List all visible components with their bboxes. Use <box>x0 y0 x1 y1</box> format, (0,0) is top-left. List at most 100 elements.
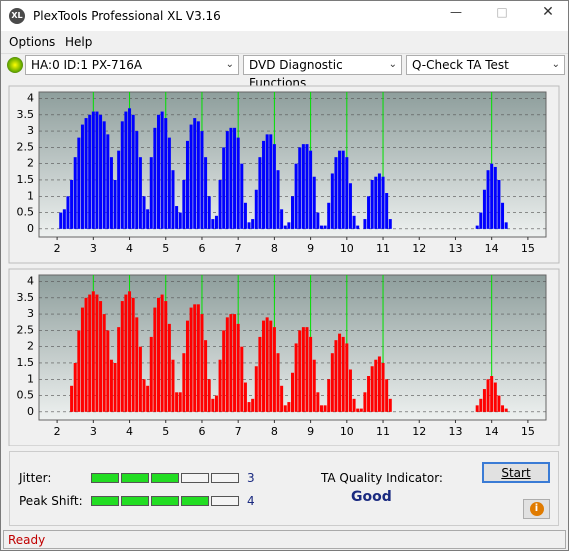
bar <box>207 196 211 229</box>
meter-segment-on <box>181 496 209 506</box>
bar <box>269 320 273 412</box>
drive-select[interactable]: HA:0 ID:1 PX-716A ⌄ <box>25 55 239 75</box>
menu-item[interactable]: Help <box>65 35 93 49</box>
bar <box>128 108 132 229</box>
bar <box>236 323 240 412</box>
x-tick-label: 8 <box>271 425 278 438</box>
drive-text: HA:0 ID:1 PX-716A <box>31 58 143 72</box>
x-tick-label: 5 <box>162 425 169 438</box>
info-button[interactable]: i <box>523 499 550 519</box>
y-tick-label: 3.5 <box>17 291 35 304</box>
bar <box>218 179 222 229</box>
bar <box>189 307 193 412</box>
x-tick-label: 10 <box>340 425 354 438</box>
separator <box>1 53 568 54</box>
bar <box>377 356 381 412</box>
bar <box>113 179 117 229</box>
bar <box>305 144 309 229</box>
bar <box>128 291 132 412</box>
x-tick-label: 8 <box>271 242 278 255</box>
bar <box>345 343 349 412</box>
bar <box>309 336 313 412</box>
bar <box>200 131 204 229</box>
bar <box>80 124 84 229</box>
bar <box>120 301 124 412</box>
bar <box>117 327 121 412</box>
bar <box>323 405 327 412</box>
x-tick-label: 13 <box>448 425 462 438</box>
bar <box>233 127 237 229</box>
maximize-button[interactable]: □ <box>496 5 508 19</box>
start-button[interactable]: Start <box>482 462 550 483</box>
y-tick-label: 1 <box>27 372 34 385</box>
bar <box>146 209 150 229</box>
status-bar: Ready <box>3 530 566 549</box>
bar <box>370 179 374 229</box>
bar <box>251 219 255 229</box>
bar <box>120 121 124 229</box>
bar <box>493 166 497 229</box>
bar <box>91 291 95 412</box>
bar <box>385 193 389 229</box>
bar <box>287 222 291 229</box>
app-icon: XL <box>9 8 25 24</box>
bar <box>348 183 352 229</box>
bar <box>345 157 349 229</box>
bar <box>62 209 66 229</box>
bar <box>319 405 323 412</box>
bar <box>338 150 342 229</box>
y-tick-label: 1 <box>27 189 34 202</box>
bar <box>316 212 320 229</box>
bar <box>312 359 316 412</box>
bar <box>367 376 371 412</box>
x-tick-label: 7 <box>235 242 242 255</box>
bar <box>501 202 505 229</box>
y-tick-label: 1.5 <box>17 173 35 186</box>
bar <box>225 317 229 412</box>
test-text: Q-Check TA Test <box>412 58 509 72</box>
meter-label: Jitter: <box>19 471 52 485</box>
bar <box>291 196 294 229</box>
bar <box>95 294 99 412</box>
bar <box>490 376 494 412</box>
bar <box>323 225 327 229</box>
menu-item[interactable]: Options <box>9 35 56 49</box>
minimize-button[interactable]: — <box>450 5 462 19</box>
bar <box>91 111 95 229</box>
status-text: Ready <box>8 533 46 547</box>
bar <box>291 372 294 412</box>
x-tick-label: 6 <box>198 425 205 438</box>
bar <box>178 212 182 229</box>
bar <box>294 343 298 412</box>
bar <box>70 179 74 229</box>
bar <box>280 209 284 229</box>
function-select[interactable]: DVD Diagnostic Functions ⌄ <box>243 55 402 90</box>
bar <box>327 202 331 229</box>
meter-segment-on <box>151 496 179 506</box>
close-button[interactable]: ✕ <box>542 4 554 20</box>
bar <box>352 398 356 412</box>
bar <box>490 163 494 229</box>
bar <box>327 379 331 412</box>
bar <box>385 379 389 412</box>
x-tick-label: 9 <box>307 242 314 255</box>
bar <box>135 317 139 412</box>
bar <box>204 157 208 229</box>
bar <box>200 314 204 412</box>
bar <box>175 206 179 229</box>
bar <box>240 346 244 412</box>
bar <box>142 196 146 229</box>
bar <box>185 140 189 229</box>
bar <box>356 225 360 229</box>
bar <box>276 353 280 412</box>
bar <box>185 320 189 412</box>
y-tick-label: 3 <box>27 307 34 320</box>
y-tick-label: 3 <box>27 124 34 137</box>
bar <box>254 366 258 412</box>
bar <box>164 118 168 229</box>
meter-value: 4 <box>247 494 255 508</box>
bar <box>124 111 128 229</box>
bar <box>243 202 247 229</box>
test-select[interactable]: Q-Check TA Test ⌄ <box>406 55 565 75</box>
meter-label: Peak Shift: <box>19 494 83 508</box>
